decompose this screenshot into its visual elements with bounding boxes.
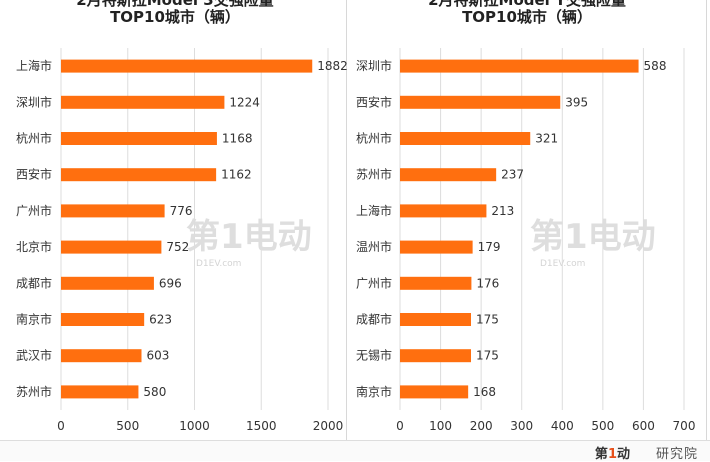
category-label: 广州市 [356,275,392,290]
bar [61,95,225,109]
data-label: 1882 [317,59,348,73]
category-label: 武汉市 [16,348,52,363]
bar [61,59,313,73]
category-label: 南京市 [16,312,52,327]
bar [61,132,217,145]
data-label: 776 [170,204,193,218]
x-tick-label: 600 [632,419,655,433]
category-label: 苏州市 [356,167,392,182]
x-tick-label: 500 [591,419,614,433]
data-label: 175 [476,313,499,327]
category-label: 深圳市 [356,58,392,73]
data-label: 623 [149,313,172,327]
x-tick-label: 300 [510,419,533,433]
watermark-text: 第1电动 [186,217,312,257]
bar [400,240,473,254]
footer-bar: 第1动 研究院 [0,440,710,462]
bar [400,95,561,109]
bar [400,313,471,326]
x-tick-label: 100 [429,419,452,433]
category-label: 上海市 [356,203,392,218]
chart-title-line2: TOP10城市（辆） [462,8,592,26]
bar [400,276,472,290]
footer-logo-prefix: 第 [594,447,608,462]
x-tick-label: 700 [673,419,696,433]
data-label: 176 [476,276,499,290]
data-label: 168 [473,385,496,399]
watermark-text: 第1电动 [530,217,656,257]
data-label: 588 [644,59,667,73]
data-label: 213 [491,204,514,218]
bar [61,240,162,254]
chart-title-line2: TOP10城市（辆） [110,8,240,26]
category-label: 成都市 [356,312,392,327]
footer-brand: 研究院 [655,447,698,462]
chart-panel-right: 2月特斯拉Model Y交强险量 TOP10城市（辆） [348,0,707,440]
bar [400,204,487,218]
data-label: 175 [476,349,499,363]
data-label: 1162 [221,168,252,182]
bar [61,168,217,182]
category-label: 西安市 [356,94,392,109]
x-tick-label: 0 [396,419,404,433]
category-label: 无锡市 [356,348,392,363]
category-label: 广州市 [16,203,52,218]
chart-title-line1: 2月特斯拉Model 3交强险量 [76,0,274,9]
category-label: 杭州市 [16,131,52,146]
bar [400,168,497,182]
x-tick-label: 500 [116,419,139,433]
category-label: 南京市 [356,384,392,399]
footer-logo: 第1动 [595,443,630,462]
chart-title-line1: 2月特斯拉Model Y交强险量 [428,0,626,9]
bar [61,349,142,363]
data-label: 321 [535,132,558,146]
x-tick-label: 1000 [179,419,210,433]
watermark-left: 第1电动 D1EV.com [186,217,312,269]
bar [400,349,471,363]
x-tick-label: 0 [57,419,65,433]
category-label: 北京市 [16,239,52,254]
data-label: 580 [143,385,166,399]
x-tick-label: 2000 [313,419,344,433]
category-label: 苏州市 [16,384,52,399]
bar [61,385,139,399]
data-label: 395 [565,95,588,109]
category-label: 温州市 [356,239,392,254]
x-tick-label: 400 [551,419,574,433]
bar [400,59,639,73]
data-label: 1224 [229,95,260,109]
category-label: 西安市 [16,167,52,182]
footer-logo-suffix: 动 [616,447,630,462]
x-tick-label: 200 [470,419,493,433]
bar [400,385,469,399]
bar [61,276,154,290]
data-label: 696 [159,276,182,290]
category-label: 杭州市 [356,131,392,146]
data-label: 752 [166,240,189,254]
bar [61,313,145,326]
data-label: 1168 [222,132,253,146]
watermark-right: 第1电动 D1EV.com [530,217,656,269]
category-label: 成都市 [16,275,52,290]
footer-logo-one: 1 [607,447,617,462]
data-label: 603 [147,349,170,363]
bar [400,132,531,145]
x-tick-label: 1500 [246,419,277,433]
category-label: 深圳市 [16,94,52,109]
category-label: 上海市 [16,58,52,73]
bar [61,204,165,218]
watermark-sub: D1EV.com [196,259,241,269]
data-label: 237 [501,168,524,182]
data-label: 179 [478,240,501,254]
